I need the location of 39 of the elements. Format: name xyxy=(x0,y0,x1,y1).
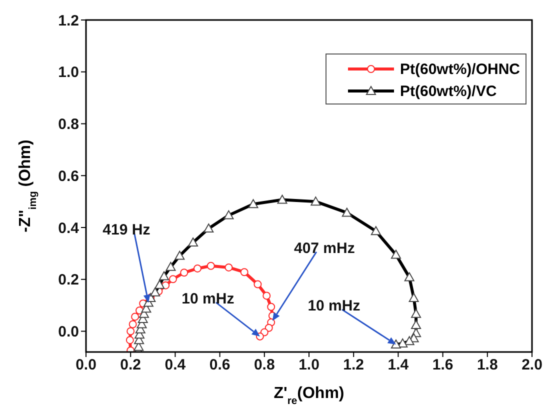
x-tick-label: 0.2 xyxy=(120,356,142,374)
point xyxy=(126,336,134,344)
x-tick-label: 2.0 xyxy=(522,356,542,374)
y-tick-label: 1.2 xyxy=(58,12,79,30)
x-tick-label: 0.6 xyxy=(209,356,230,374)
point xyxy=(180,268,188,277)
y-tick-label: 0.4 xyxy=(58,220,80,237)
point xyxy=(240,268,248,276)
point xyxy=(126,346,135,352)
x-tick-label: 1.4 xyxy=(388,356,410,374)
point xyxy=(267,302,276,311)
point xyxy=(168,275,177,284)
annotation: 10 mHz xyxy=(308,297,360,314)
point xyxy=(224,263,233,272)
point xyxy=(194,264,202,272)
y-tick-label: 1.0 xyxy=(58,64,79,82)
x-tick-label: 1.0 xyxy=(298,356,320,374)
annotation: 10 mHz xyxy=(182,290,234,308)
point xyxy=(131,312,140,321)
point xyxy=(126,327,135,336)
y-tick-label: 0.8 xyxy=(58,116,79,134)
annotation: 407 mHz xyxy=(294,240,355,257)
x-tick-label: 0.8 xyxy=(254,356,275,374)
y-tick-label: 0.6 xyxy=(58,168,79,185)
point xyxy=(254,280,262,288)
point xyxy=(128,320,137,328)
point xyxy=(206,262,215,270)
y-tick-label: 0.2 xyxy=(58,272,79,289)
point xyxy=(262,292,271,300)
x-tick-label: 1.2 xyxy=(343,356,364,374)
x-axis-title: Z'$_{re}$(Ohm) xyxy=(274,385,344,406)
x-tick-label: 0.4 xyxy=(164,356,186,374)
x-tick-label: 1.8 xyxy=(476,356,498,374)
x-tick-label: 0.0 xyxy=(76,356,96,374)
annotation: 419 Hz xyxy=(102,222,150,239)
legend-label: Pt(60wt%)/OHNC xyxy=(400,61,520,78)
legend-label: Pt(60wt%)/VC xyxy=(400,83,497,100)
y-tick-label: 0.0 xyxy=(58,324,79,341)
x-tick-label: 1.6 xyxy=(432,356,454,374)
